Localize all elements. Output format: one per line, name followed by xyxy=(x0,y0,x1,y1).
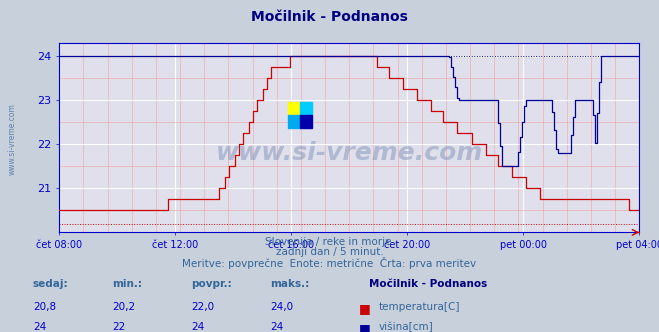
Text: www.si-vreme.com: www.si-vreme.com xyxy=(215,141,483,165)
Text: 24: 24 xyxy=(270,322,283,332)
Text: 22,0: 22,0 xyxy=(191,302,214,312)
Bar xyxy=(289,115,300,128)
Text: sedaj:: sedaj: xyxy=(33,279,69,289)
Text: Močilnik - Podnanos: Močilnik - Podnanos xyxy=(251,10,408,24)
Text: 24: 24 xyxy=(191,322,204,332)
Text: Močilnik - Podnanos: Močilnik - Podnanos xyxy=(369,279,487,289)
Text: ■: ■ xyxy=(359,302,371,315)
Text: višina[cm]: višina[cm] xyxy=(379,322,434,332)
Text: 24,0: 24,0 xyxy=(270,302,293,312)
Text: 20,2: 20,2 xyxy=(112,302,135,312)
Text: www.si-vreme.com: www.si-vreme.com xyxy=(8,104,17,175)
Text: Meritve: povprečne  Enote: metrične  Črta: prva meritev: Meritve: povprečne Enote: metrične Črta:… xyxy=(183,257,476,269)
Text: 24: 24 xyxy=(33,322,46,332)
Bar xyxy=(300,115,312,128)
Bar xyxy=(289,102,300,115)
Text: 20,8: 20,8 xyxy=(33,302,56,312)
Text: povpr.:: povpr.: xyxy=(191,279,232,289)
Text: min.:: min.: xyxy=(112,279,142,289)
Text: ■: ■ xyxy=(359,322,371,332)
Text: 22: 22 xyxy=(112,322,125,332)
Text: temperatura[C]: temperatura[C] xyxy=(379,302,461,312)
Text: zadnji dan / 5 minut.: zadnji dan / 5 minut. xyxy=(275,247,384,257)
Text: Slovenija / reke in morje.: Slovenija / reke in morje. xyxy=(264,237,395,247)
Bar xyxy=(300,102,312,115)
Text: maks.:: maks.: xyxy=(270,279,310,289)
